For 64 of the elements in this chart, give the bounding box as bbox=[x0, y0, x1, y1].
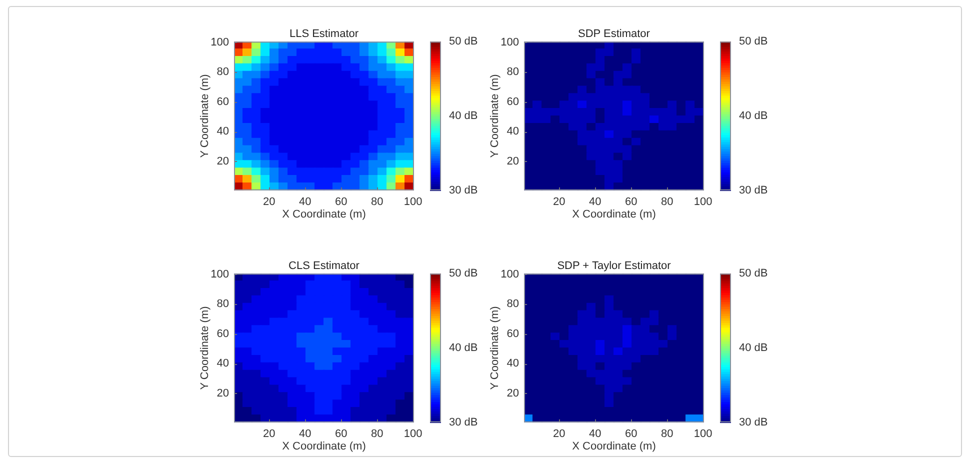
y-tick-label: 60 bbox=[216, 96, 229, 108]
x-tick-label: 80 bbox=[660, 196, 674, 208]
y-tick-label: 40 bbox=[506, 358, 519, 370]
x-axis-title: X Coordinate (m) bbox=[282, 208, 366, 220]
x-tick-label: 60 bbox=[334, 196, 348, 208]
chart-title: SDP Estimator bbox=[578, 28, 650, 40]
color-bar-label: 30 dB bbox=[739, 184, 768, 196]
x-tick-label: 20 bbox=[552, 196, 566, 208]
y-tick-label: 20 bbox=[216, 387, 229, 400]
y-axis-title: Y Coordinate (m) bbox=[199, 74, 212, 158]
y-tick-label: 100 bbox=[210, 36, 229, 48]
x-tick-label: 60 bbox=[624, 196, 638, 208]
x-tick-label: 40 bbox=[298, 428, 312, 440]
x-axis-title: X Coordinate (m) bbox=[572, 440, 656, 452]
x-tick-label: 80 bbox=[370, 428, 384, 440]
y-tick-label: 60 bbox=[506, 96, 519, 108]
x-tick-label: 100 bbox=[694, 196, 712, 208]
y-tick-label: 80 bbox=[506, 66, 519, 78]
color-bar-label: 40 dB bbox=[449, 342, 478, 354]
color-bar-label: 50 dB bbox=[449, 268, 478, 280]
color-bar-label: 30 dB bbox=[449, 184, 478, 196]
y-axis-title: Y Coordinate (m) bbox=[489, 74, 502, 158]
y-tick-label: 40 bbox=[216, 126, 229, 138]
chart-title: SDP + Taylor Estimator bbox=[557, 260, 672, 272]
y-tick-label: 60 bbox=[216, 328, 229, 340]
color-bar-label: 30 dB bbox=[739, 416, 768, 428]
x-axis-title: X Coordinate (m) bbox=[572, 208, 656, 220]
chart-title: CLS Estimator bbox=[288, 260, 360, 272]
color-bar-label: 50 dB bbox=[449, 36, 478, 48]
y-tick-label: 60 bbox=[506, 328, 519, 340]
y-tick-label: 20 bbox=[216, 155, 229, 168]
x-tick-label: 100 bbox=[694, 428, 712, 440]
y-axis-title: Y Coordinate (m) bbox=[489, 306, 502, 390]
x-tick-label: 40 bbox=[588, 196, 602, 208]
x-tick-label: 20 bbox=[262, 196, 276, 208]
color-bar-label: 40 dB bbox=[739, 342, 768, 354]
x-tick-label: 40 bbox=[298, 196, 312, 208]
y-tick-label: 80 bbox=[216, 66, 229, 78]
x-axis-title: X Coordinate (m) bbox=[282, 440, 366, 452]
y-tick-label: 80 bbox=[216, 298, 229, 310]
color-bar-label: 50 dB bbox=[739, 268, 768, 280]
x-tick-label: 60 bbox=[624, 428, 638, 440]
y-axis-title: Y Coordinate (m) bbox=[199, 306, 212, 390]
color-bar-label: 50 dB bbox=[739, 36, 768, 48]
x-tick-label: 20 bbox=[262, 428, 276, 440]
x-tick-label: 80 bbox=[370, 196, 384, 208]
color-bar-label: 30 dB bbox=[449, 416, 478, 428]
x-tick-label: 100 bbox=[404, 196, 422, 208]
x-tick-label: 40 bbox=[588, 428, 602, 440]
y-tick-label: 80 bbox=[506, 298, 519, 310]
y-tick-label: 40 bbox=[216, 358, 229, 370]
y-tick-label: 40 bbox=[506, 126, 519, 138]
color-bar-label: 40 dB bbox=[739, 110, 768, 122]
y-tick-label: 100 bbox=[500, 268, 519, 280]
y-tick-label: 20 bbox=[506, 387, 519, 400]
y-tick-label: 20 bbox=[506, 155, 519, 168]
x-tick-label: 60 bbox=[334, 428, 348, 440]
color-bar-label: 40 dB bbox=[449, 110, 478, 122]
chart-title: LLS Estimator bbox=[289, 28, 359, 40]
y-tick-label: 100 bbox=[500, 36, 519, 48]
x-tick-label: 100 bbox=[404, 428, 422, 440]
y-tick-label: 100 bbox=[210, 268, 229, 280]
x-tick-label: 20 bbox=[552, 428, 566, 440]
x-tick-label: 80 bbox=[660, 428, 674, 440]
